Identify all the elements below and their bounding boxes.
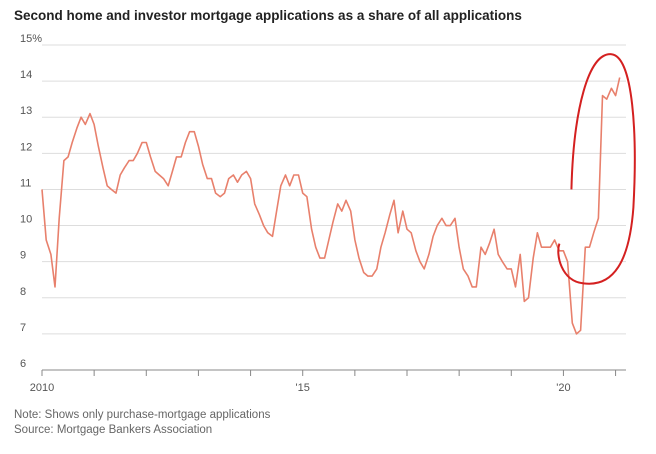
y-tick-label: 10 <box>20 214 32 226</box>
y-tick-label: 14 <box>20 69 32 81</box>
chart-title: Second home and investor mortgage applic… <box>14 8 522 23</box>
y-tick-label: 6 <box>20 358 26 370</box>
chart-notes: Note: Shows only purchase-mortgage appli… <box>14 408 270 438</box>
x-tick-label: '20 <box>556 382 570 394</box>
line-chart: 6 7 8 9 10 11 12 13 14 15% 2010 '15 '20 <box>20 33 636 394</box>
series-line <box>41 77 621 335</box>
y-tick-label: 7 <box>20 322 26 334</box>
y-tick-label: 9 <box>20 250 26 262</box>
x-axis: 2010 '15 '20 <box>30 369 626 394</box>
source-text: Source: Mortgage Bankers Association <box>14 424 213 436</box>
x-tick-label: 2010 <box>30 382 54 394</box>
note-text: Note: Shows only purchase-mortgage appli… <box>14 409 271 421</box>
y-tick-label: 15% <box>20 33 42 45</box>
gridlines <box>42 44 626 335</box>
y-tick-label: 11 <box>20 177 31 189</box>
x-tick-label: '15 <box>296 382 310 394</box>
y-tick-label: 8 <box>20 286 26 298</box>
y-tick-label: 13 <box>20 105 32 117</box>
y-axis-ticks: 6 7 8 9 10 11 12 13 14 15% <box>20 33 42 370</box>
annotation-circle <box>557 53 636 285</box>
y-tick-label: 12 <box>20 141 32 153</box>
